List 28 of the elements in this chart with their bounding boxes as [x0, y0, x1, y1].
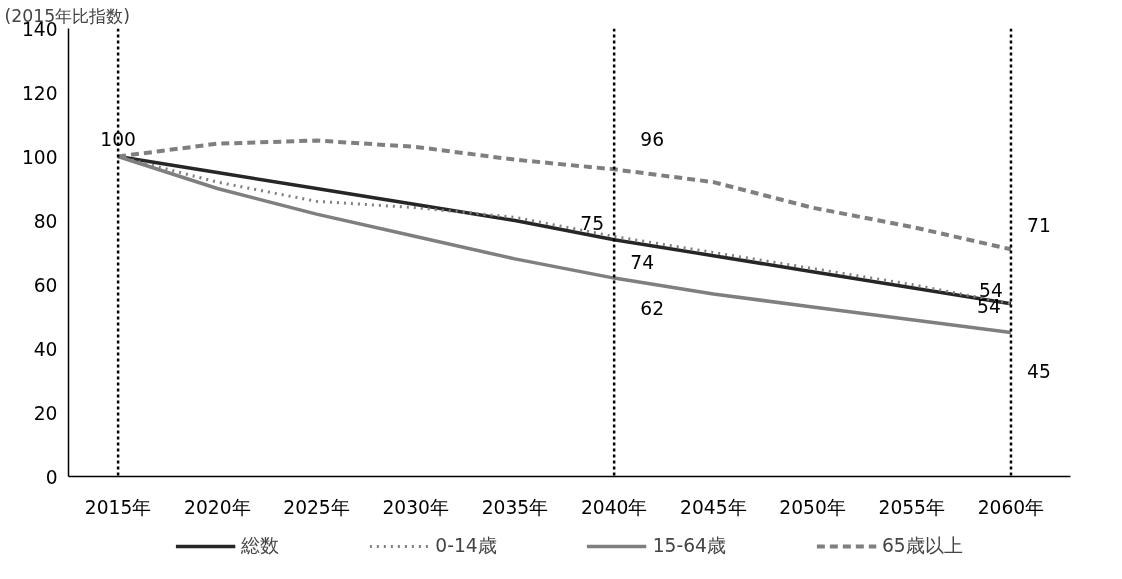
data-label: 100: [100, 128, 136, 150]
x-tick-label: 2025年: [283, 496, 350, 518]
legend-label: 15-64歳: [652, 534, 726, 558]
x-tick-label: 2020年: [184, 496, 251, 518]
x-tick-label: 2055年: [878, 496, 946, 518]
x-tick-label: 2060年: [977, 496, 1045, 518]
y-tick-label: 20: [33, 402, 58, 424]
x-tick-label: 2015年: [84, 496, 152, 518]
x-tick-label: 2035年: [481, 496, 549, 518]
data-label: 96: [640, 129, 665, 151]
y-tick-label: 120: [21, 82, 58, 104]
data-label: 62: [640, 298, 665, 320]
x-tick-label: 2045年: [680, 496, 747, 518]
y-tick-label: 60: [33, 274, 58, 296]
legend-label: 65歳以上: [881, 534, 963, 558]
data-label: 45: [1027, 360, 1051, 382]
x-tick-label: 2050年: [779, 496, 846, 518]
x-tick-label: 2040年: [580, 496, 648, 518]
legend-label: 総数: [241, 534, 280, 558]
x-tick-label: 2030年: [382, 496, 449, 518]
y-tick-label: 40: [33, 338, 58, 360]
legend-label: 0-14歳: [435, 534, 497, 558]
y-tick-label: 0: [45, 466, 58, 488]
y-tick-label: 100: [21, 146, 58, 168]
y-tick-label: 80: [33, 210, 58, 232]
data-label: 74: [630, 251, 655, 273]
data-label: 71: [1027, 215, 1051, 237]
data-label: 75: [580, 212, 605, 234]
